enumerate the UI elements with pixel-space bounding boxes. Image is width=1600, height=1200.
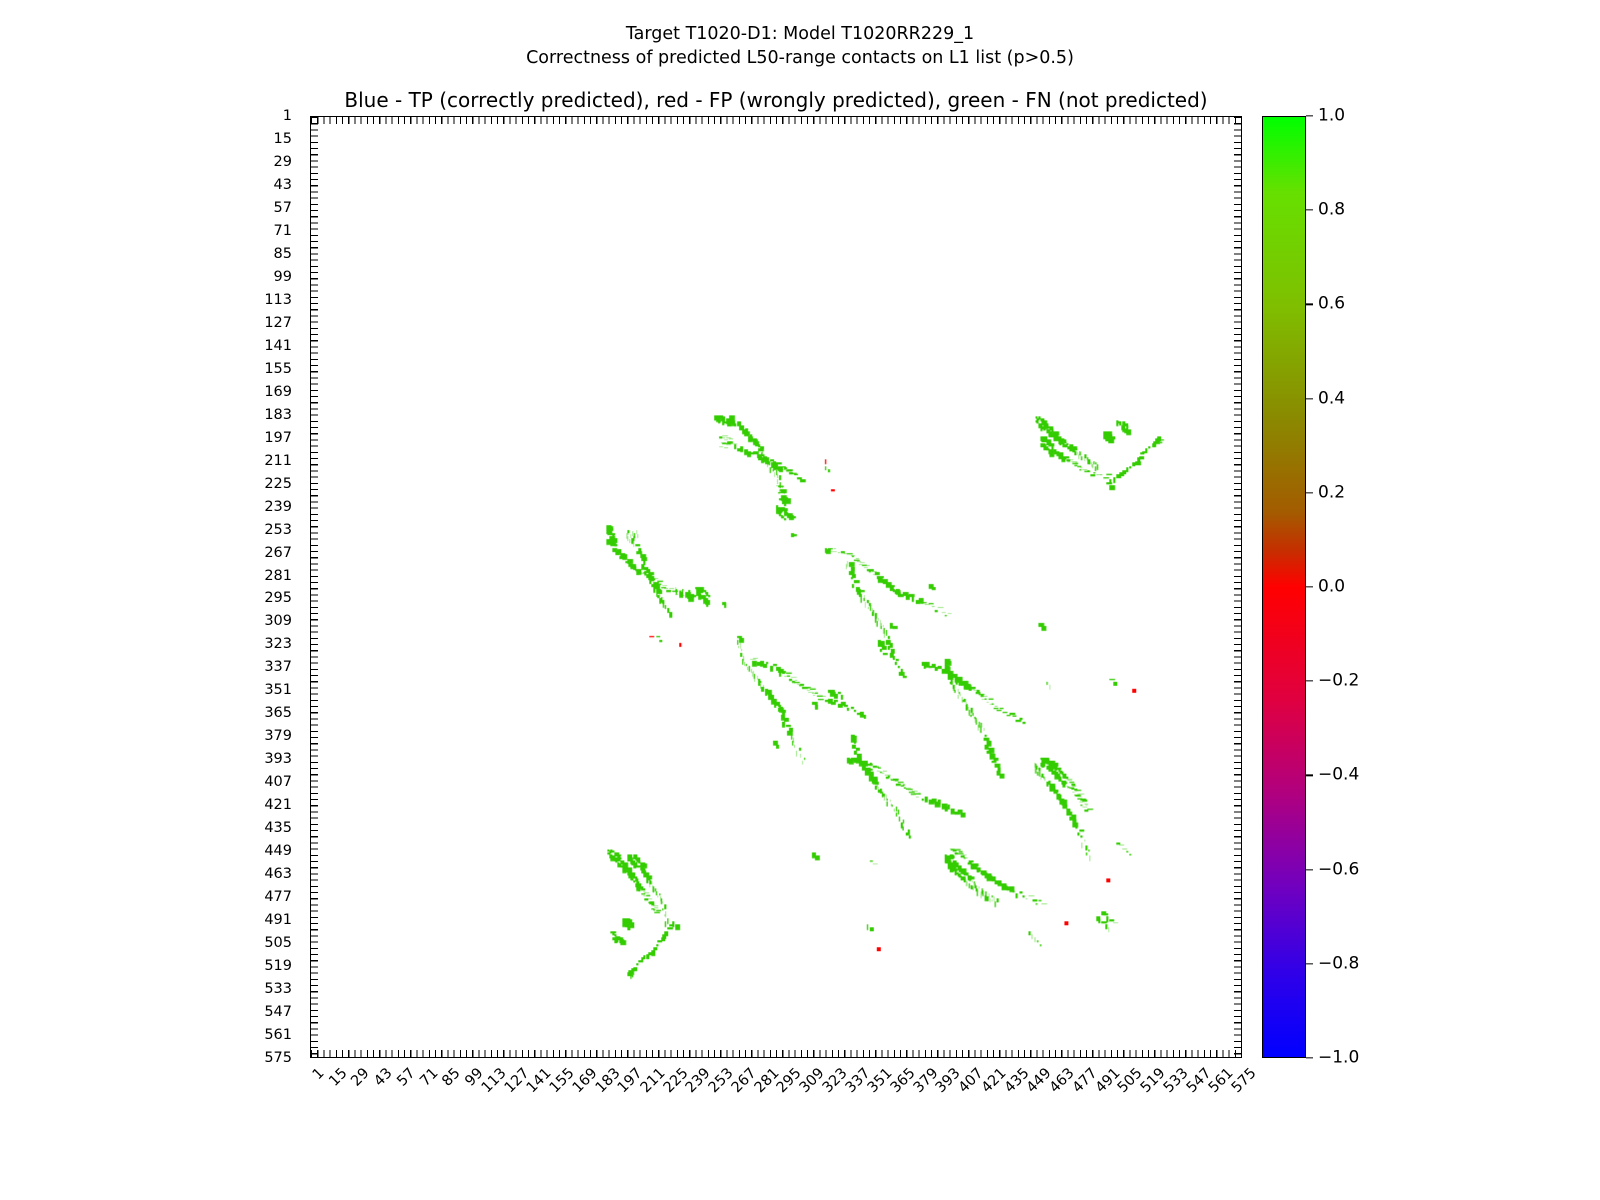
y-tick-label: 281 — [264, 567, 292, 584]
y-tick-label: 113 — [264, 291, 292, 308]
y-tick-label: 449 — [264, 842, 292, 859]
y-tick-label: 421 — [264, 797, 292, 814]
y-tick-label: 309 — [264, 613, 292, 630]
x-axis-tick-labels: 1 15 29 43 57 71 85 99 113 127 141 155 169 183 197 211 2… — [309, 1058, 1260, 1178]
colorbar-tick-mark — [1306, 586, 1313, 588]
colorbar-tick-label: 0.2 — [1318, 482, 1346, 503]
y-axis-tick-labels: 1 15 29 43 57 71 85 99 113 127 141 155 169 183 197 211 2… — [0, 109, 302, 1065]
y-tick-label: 547 — [264, 1003, 292, 1020]
y-tick-label: 29 — [273, 153, 292, 170]
y-tick-label: 337 — [264, 659, 292, 676]
colorbar-tick-label: −0.2 — [1318, 670, 1360, 691]
contact-map-plot-area[interactable] — [310, 116, 1242, 1058]
y-tick-label: 323 — [264, 636, 292, 653]
y-tick-label: 127 — [264, 314, 292, 331]
y-tick-label: 533 — [264, 980, 292, 997]
colorbar-tick-mark — [1306, 397, 1313, 400]
colorbar-tick-label: −0.8 — [1318, 953, 1360, 974]
colorbar-tick-mark — [1306, 303, 1313, 306]
y-tick-label: 1 — [282, 107, 292, 124]
y-tick-label: 197 — [264, 429, 292, 446]
y-tick-label: 141 — [264, 337, 292, 354]
x-tick-label: 43 — [371, 1065, 396, 1090]
y-tick-label: 169 — [264, 383, 292, 400]
y-tick-label: 519 — [264, 957, 292, 974]
y-tick-label: 393 — [264, 751, 292, 768]
x-tick-label: 71 — [416, 1065, 442, 1090]
y-tick-label: 43 — [273, 176, 292, 193]
colorbar-tick-label: 0.8 — [1318, 199, 1346, 220]
colorbar[interactable] — [1262, 116, 1306, 1058]
x-tick-label: 29 — [348, 1065, 374, 1090]
y-tick-label: 561 — [264, 1026, 292, 1043]
y-tick-label: 253 — [264, 521, 292, 538]
y-tick-label: 505 — [264, 934, 292, 951]
colorbar-tick-mark — [1306, 115, 1313, 117]
y-tick-label: 477 — [264, 888, 292, 905]
y-tick-label: 575 — [264, 1049, 292, 1066]
y-tick-label: 491 — [264, 911, 292, 928]
colorbar-gradient — [1262, 116, 1306, 1058]
colorbar-tick-labels: 1.0 0.8 0.6 0.4 0.2 0.0 −0.2 −0.4 −0.6 −0.8 −1.0 — [1306, 107, 1386, 1066]
colorbar-tick-mark — [1306, 774, 1313, 777]
contact-map-canvas[interactable] — [311, 117, 1241, 1057]
colorbar-tick-mark — [1306, 963, 1313, 965]
y-tick-label: 155 — [264, 360, 292, 377]
colorbar-tick-mark — [1306, 1057, 1313, 1059]
y-tick-label: 463 — [264, 865, 292, 882]
y-tick-label: 57 — [273, 199, 292, 216]
figure-title-block: Target T1020-D1: Model T1020RR229_1 Corr… — [0, 22, 1600, 70]
y-tick-label: 225 — [264, 475, 292, 492]
x-tick-label: 15 — [325, 1065, 351, 1090]
y-tick-label: 435 — [264, 819, 292, 836]
colorbar-tick-label: 0.4 — [1318, 388, 1346, 409]
colorbar-tick-label: −1.0 — [1318, 1047, 1360, 1068]
x-tick-label: 575 — [1228, 1065, 1260, 1097]
y-tick-label: 85 — [273, 245, 292, 262]
colorbar-tick-label: 0.6 — [1318, 293, 1346, 314]
x-tick-label: 57 — [394, 1065, 419, 1090]
colorbar-tick-mark — [1306, 680, 1313, 682]
y-tick-label: 407 — [264, 774, 292, 791]
x-tick-label: 1 — [309, 1065, 328, 1084]
y-tick-label: 71 — [273, 222, 292, 239]
colorbar-tick-label: −0.6 — [1318, 859, 1360, 880]
y-tick-label: 267 — [264, 544, 292, 561]
colorbar-tick-label: −0.4 — [1318, 764, 1360, 785]
figure-legend-caption: Blue - TP (correctly predicted), red - F… — [344, 88, 1208, 112]
y-tick-label: 351 — [264, 682, 292, 699]
y-tick-label: 211 — [264, 452, 292, 469]
colorbar-tick-mark — [1306, 492, 1313, 494]
figure-title-primary: Target T1020-D1: Model T1020RR229_1 — [625, 24, 975, 44]
colorbar-tick-label: 0.0 — [1318, 576, 1346, 597]
y-tick-label: 295 — [264, 590, 292, 607]
y-tick-label: 99 — [273, 268, 292, 285]
y-tick-label: 379 — [264, 728, 292, 745]
colorbar-tick-label: 1.0 — [1318, 105, 1346, 126]
y-tick-label: 15 — [273, 130, 292, 147]
x-tick-label: 85 — [439, 1065, 464, 1090]
y-tick-label: 183 — [264, 406, 292, 423]
y-tick-label: 365 — [264, 705, 292, 722]
y-tick-label: 239 — [264, 498, 292, 515]
figure-title-secondary: Correctness of predicted L50-range conta… — [526, 48, 1074, 68]
colorbar-tick-mark — [1306, 868, 1313, 871]
colorbar-tick-mark — [1306, 209, 1313, 211]
